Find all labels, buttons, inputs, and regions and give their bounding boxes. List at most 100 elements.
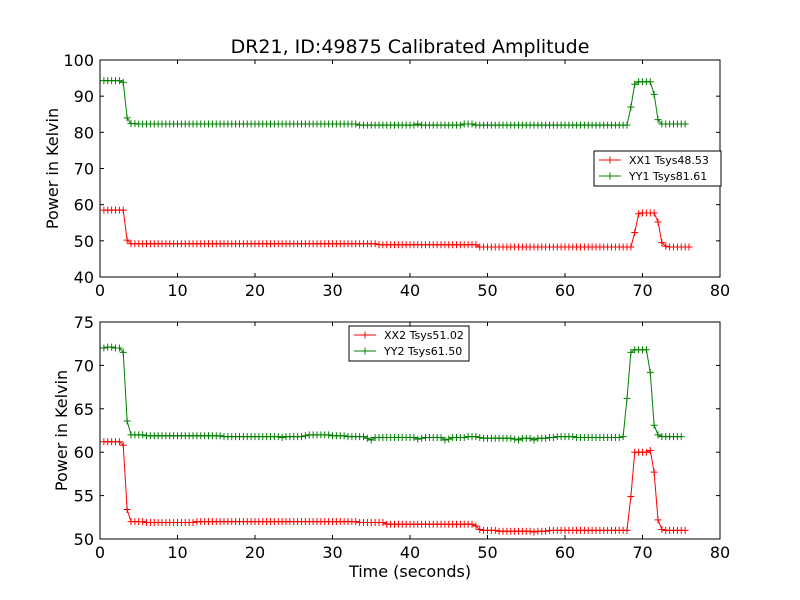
data-point	[119, 206, 127, 214]
x-tick-label: 70	[632, 281, 652, 300]
data-point	[460, 433, 468, 441]
data-point	[340, 432, 348, 440]
data-point	[119, 441, 127, 449]
data-point	[298, 433, 305, 441]
bottom-plot: 0 10 20 30 40 50 60 70 80 50 55 60 65 70 75 Power in Ke…	[52, 313, 730, 581]
x-tick-label: 10	[167, 543, 187, 562]
data-point	[456, 121, 464, 129]
data-point	[123, 114, 131, 122]
data-point	[410, 433, 418, 441]
legend-marker	[606, 172, 614, 180]
data-point	[526, 434, 534, 442]
data-point	[468, 120, 476, 128]
data-point	[642, 448, 650, 456]
x-axis-label: Time (seconds)	[348, 562, 471, 581]
x-tick-label: 60	[555, 281, 575, 300]
data-point	[654, 431, 662, 439]
data-point	[123, 417, 131, 425]
data-point	[619, 433, 627, 441]
data-point	[139, 518, 147, 526]
data-point	[123, 505, 131, 513]
x-tick-label: 20	[245, 543, 265, 562]
data-point	[681, 526, 689, 534]
data-point	[352, 518, 360, 526]
data-point	[468, 520, 476, 528]
data-point	[108, 343, 116, 351]
y-axis-label: Power in Kelvin	[43, 108, 62, 229]
data-point	[530, 436, 538, 444]
y-tick-label: 70	[74, 160, 94, 179]
x-tick-label: 10	[167, 281, 187, 300]
x-tick-label: 60	[555, 543, 575, 562]
data-point	[414, 120, 422, 128]
legend-marker	[606, 156, 614, 164]
y-tick-label: 50	[74, 530, 94, 549]
y-tick-label: 40	[74, 268, 94, 287]
y-tick-label: 80	[74, 123, 94, 142]
chart-title: DR21, ID:49875 Calibrated Amplitude	[231, 36, 590, 58]
data-point	[646, 368, 654, 376]
data-point	[441, 436, 449, 444]
data-point	[352, 120, 360, 128]
data-point	[650, 468, 658, 476]
data-point	[627, 348, 635, 356]
y-tick-label: 55	[74, 487, 94, 506]
x-tick-label: 30	[322, 543, 342, 562]
data-point	[569, 433, 577, 441]
data-point	[627, 243, 635, 251]
data-point	[685, 243, 693, 251]
x-tick-label: 20	[245, 281, 265, 300]
data-point	[437, 433, 445, 441]
data-point	[650, 421, 658, 429]
data-point	[491, 526, 499, 534]
y-tick-label: 60	[74, 443, 94, 462]
y-axis-label: Power in Kelvin	[52, 370, 71, 491]
y-tick-label: 75	[74, 313, 94, 332]
x-tick-label: 0	[95, 543, 105, 562]
data-point	[445, 435, 453, 443]
x-tick-label: 30	[322, 281, 342, 300]
data-point	[654, 116, 662, 124]
x-tick-label: 50	[477, 281, 497, 300]
data-point	[642, 346, 650, 354]
y-tick-label: 70	[74, 356, 94, 375]
data-point	[627, 103, 635, 111]
data-point	[654, 218, 662, 226]
series-xx1	[100, 206, 693, 251]
x-tick-label: 80	[710, 543, 730, 562]
legend-marker	[361, 347, 369, 355]
data-point	[623, 394, 631, 402]
legend: XX2 Tsys51.02 YY2 Tsys61.50	[348, 325, 470, 362]
y-tick-label: 100	[63, 51, 94, 70]
data-point	[646, 78, 654, 86]
data-point	[410, 121, 418, 129]
series-yy2	[100, 343, 685, 444]
legend-label: YY1 Tsys81.61	[628, 170, 707, 183]
data-point	[367, 436, 375, 444]
legend-label: YY2 Tsys61.50	[383, 345, 462, 358]
x-tick-label: 40	[400, 543, 420, 562]
data-point	[511, 435, 519, 443]
data-point	[418, 434, 426, 442]
y-tick-label: 50	[74, 232, 94, 251]
series-yy1	[100, 77, 689, 129]
x-tick-label: 70	[632, 543, 652, 562]
data-point	[650, 209, 658, 217]
data-point	[654, 516, 662, 524]
data-point	[650, 90, 658, 98]
x-tick-label: 80	[710, 281, 730, 300]
data-point	[119, 78, 127, 86]
data-point	[472, 433, 480, 441]
data-point	[631, 80, 639, 88]
data-point	[115, 438, 123, 446]
data-point	[515, 436, 522, 444]
data-point	[549, 433, 557, 441]
data-point	[623, 526, 631, 534]
data-point	[658, 525, 666, 533]
data-point	[115, 344, 123, 352]
x-tick-label: 50	[477, 543, 497, 562]
data-point	[274, 433, 282, 441]
top-plot: 0 10 20 30 40 50 60 70 80 40 50 60 70 80 90 100 Power in…	[43, 51, 730, 300]
